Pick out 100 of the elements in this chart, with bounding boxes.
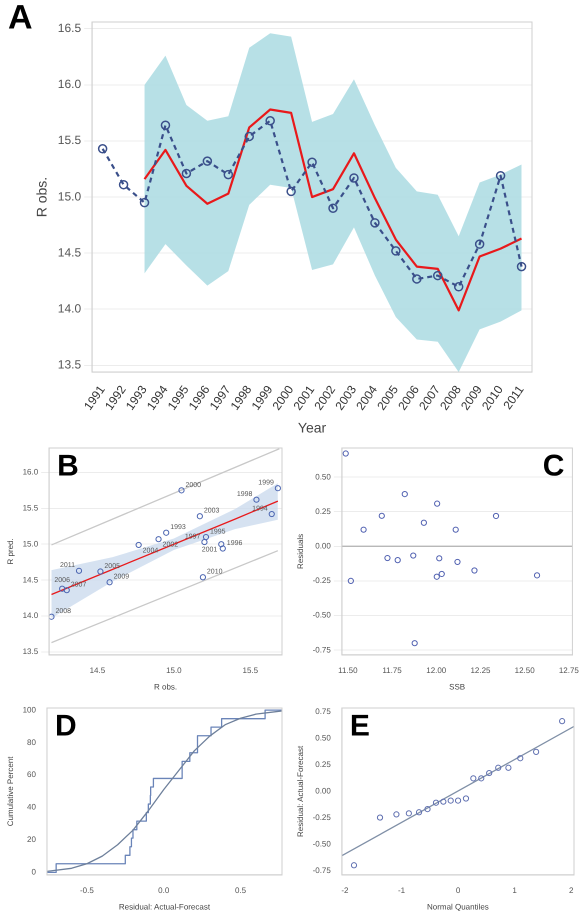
point [59,586,66,592]
x-tick-label: 0.0 [158,886,170,895]
point [274,485,281,492]
y-tick-label: 14.5 [22,575,39,584]
point [402,490,408,498]
point [471,567,478,574]
point [496,170,506,180]
y-tick-label: 100 [22,705,36,714]
point [478,775,484,782]
point [517,755,524,762]
x-tick-label: 15.0 [166,666,182,675]
y-tick-label: 0.00 [315,786,332,796]
y-tick-label: -0.50 [312,610,332,620]
y-tick-label: 0.25 [315,506,332,516]
point [155,536,162,542]
y-tick-label: -0.25 [312,812,332,822]
point [420,520,427,526]
point [454,282,464,292]
point [178,487,185,494]
point [370,218,380,228]
point [244,132,254,142]
point [328,204,338,214]
point [76,568,82,574]
point [393,811,400,818]
x-tick-label: 11.75 [382,666,402,675]
x-tick-label: -0.5 [80,886,94,895]
y-tick-label: -0.25 [312,576,332,586]
y-tick-label: 15.5 [22,504,39,513]
x-tick-label: 14.5 [90,666,106,675]
point [196,513,203,520]
x-axis-title: SSB [449,682,466,692]
x-tick-label: 11.50 [338,666,358,675]
y-tick-label: 15.0 [58,189,82,204]
point [265,116,275,126]
x-axis-title: R obs. [154,682,178,692]
point [118,180,128,190]
chart-title: D [54,709,77,742]
point [201,538,208,546]
point [182,168,192,178]
x-tick-label: 12.75 [558,666,580,675]
x-axis-title: Year [298,419,327,436]
y-tick-label: 13.5 [58,358,82,372]
point [349,173,359,183]
point [486,770,492,776]
point [98,144,108,154]
x-tick-label: 2 [568,886,574,895]
y-tick-label: 16.0 [22,468,39,477]
point [452,526,459,533]
chart-title: B [57,449,79,482]
point [376,814,384,821]
y-axis-title: Residuals [296,534,306,569]
point [202,156,212,166]
y-tick-label: 60 [27,770,36,780]
x-tick-label: -2 [341,886,350,895]
point [342,450,349,457]
point [505,764,512,771]
point [360,526,367,533]
point [412,640,418,646]
point [433,270,442,280]
y-tick-label: 0.25 [315,760,332,769]
point [140,198,150,208]
point [286,186,296,196]
y-tick-label: 0.75 [315,706,332,716]
point [163,530,170,536]
x-axis-title: Normal Quantiles [427,902,489,912]
y-tick-label: 14.0 [58,302,82,316]
y-tick-label: 0 [31,868,36,877]
chart-title: E [350,709,370,742]
point [424,806,431,812]
point [224,170,234,180]
point [348,578,354,584]
y-tick-label: 0.50 [315,733,332,742]
point [106,579,113,586]
y-axis-title: R obs. [33,176,50,218]
point [436,555,442,562]
point [307,158,317,168]
y-tick-label: -0.75 [312,866,332,875]
point [559,718,566,724]
y-axis-title: Residual: Actual-Forecast [296,745,306,837]
point [200,574,206,580]
point [440,798,446,805]
point [474,239,484,249]
point [438,570,445,578]
chart-title: C [542,449,564,482]
y-tick-label: 16.0 [58,77,82,92]
point [492,512,500,520]
point [454,558,461,566]
point [394,557,401,564]
point [218,541,224,548]
point [136,542,142,548]
y-tick-label: 0.00 [315,541,332,550]
point [160,120,170,130]
point [391,246,401,256]
point [378,512,385,519]
point [434,574,440,580]
point [434,500,440,507]
point [410,552,416,559]
x-tick-label: 0 [456,886,461,895]
x-tick-label: 15.5 [242,666,259,675]
point [432,800,440,806]
